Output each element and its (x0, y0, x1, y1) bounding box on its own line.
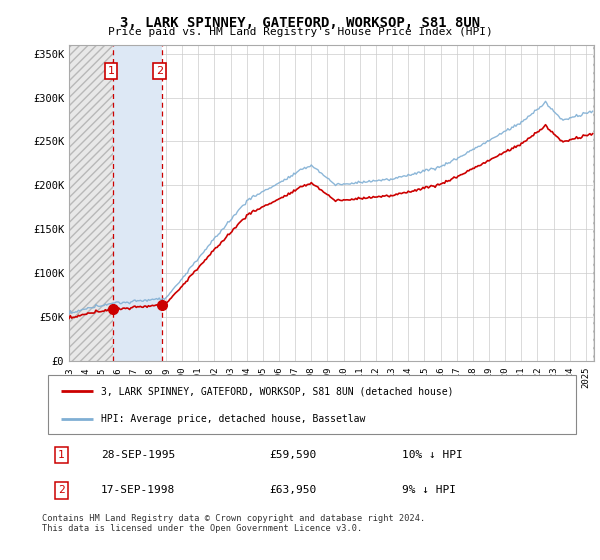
Text: 1: 1 (58, 450, 65, 460)
Text: 1: 1 (107, 66, 115, 76)
Text: 17-SEP-1998: 17-SEP-1998 (101, 486, 175, 496)
Text: 3, LARK SPINNEY, GATEFORD, WORKSOP, S81 8UN: 3, LARK SPINNEY, GATEFORD, WORKSOP, S81 … (120, 16, 480, 30)
Text: HPI: Average price, detached house, Bassetlaw: HPI: Average price, detached house, Bass… (101, 414, 365, 424)
Text: 3, LARK SPINNEY, GATEFORD, WORKSOP, S81 8UN (detached house): 3, LARK SPINNEY, GATEFORD, WORKSOP, S81 … (101, 386, 454, 396)
Text: Price paid vs. HM Land Registry's House Price Index (HPI): Price paid vs. HM Land Registry's House … (107, 27, 493, 37)
Text: £63,950: £63,950 (270, 486, 317, 496)
Text: 10% ↓ HPI: 10% ↓ HPI (402, 450, 463, 460)
Text: Contains HM Land Registry data © Crown copyright and database right 2024.
This d: Contains HM Land Registry data © Crown c… (42, 514, 425, 534)
Text: £59,590: £59,590 (270, 450, 317, 460)
Text: 2: 2 (156, 66, 163, 76)
Text: 9% ↓ HPI: 9% ↓ HPI (402, 486, 456, 496)
FancyBboxPatch shape (48, 375, 576, 434)
Text: 28-SEP-1995: 28-SEP-1995 (101, 450, 175, 460)
Text: 2: 2 (58, 486, 65, 496)
